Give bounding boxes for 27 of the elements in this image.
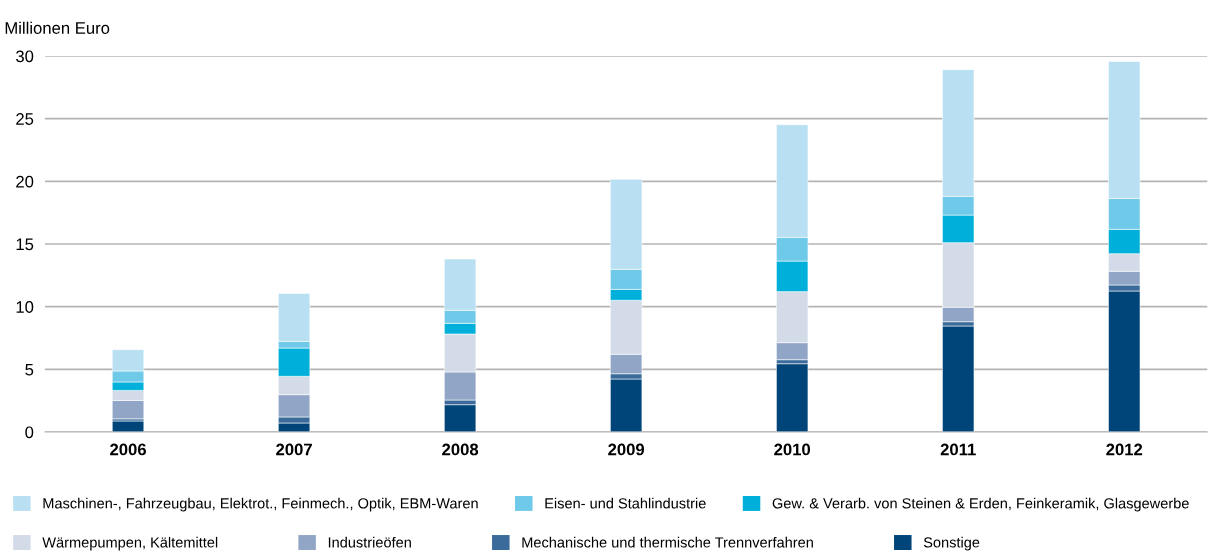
legend-label: Industrieöfen bbox=[328, 536, 411, 548]
bar bbox=[1108, 290, 1141, 432]
legend-label: Wärmepumpen, Kältemittel bbox=[42, 536, 218, 551]
y-tick-label: 30 bbox=[16, 50, 34, 63]
y-tick-label: 0 bbox=[25, 426, 34, 439]
bar bbox=[444, 404, 477, 432]
x-tick-label: 2010 bbox=[774, 443, 811, 456]
legend-label: Maschinen-, Fahrzeugbau, Elektrot., Feinmech., Optik, EBM-Waren bbox=[43, 497, 478, 512]
legend-label: Gew. & Verarb. von Steinen & Erden, Feinkeramik, Glasgewerbe bbox=[772, 497, 1189, 512]
y-tick-label: 20 bbox=[16, 175, 34, 188]
y-tick-label: 15 bbox=[16, 238, 34, 251]
x-tick-label: 2012 bbox=[1106, 443, 1143, 456]
legend-label: Eisen- und Stahlindustrie bbox=[545, 497, 706, 509]
x-tick-label: 2008 bbox=[442, 443, 479, 456]
legend-label: Mechanische und thermische Trennverfahren bbox=[522, 536, 813, 548]
y-tick-label: 10 bbox=[16, 301, 34, 313]
x-tick-label: 2006 bbox=[110, 443, 146, 456]
y-tick-label: 25 bbox=[16, 113, 34, 125]
y-axis-title: Millionen Euro bbox=[5, 21, 110, 34]
bar bbox=[942, 325, 975, 432]
x-tick-label: 2007 bbox=[276, 443, 312, 456]
y-tick-label: 5 bbox=[25, 363, 34, 376]
x-tick-label: 2011 bbox=[940, 443, 976, 456]
legend-label: Sonstige bbox=[923, 536, 980, 551]
bar bbox=[610, 378, 643, 432]
bar bbox=[776, 363, 809, 432]
x-tick-label: 2009 bbox=[608, 443, 645, 456]
